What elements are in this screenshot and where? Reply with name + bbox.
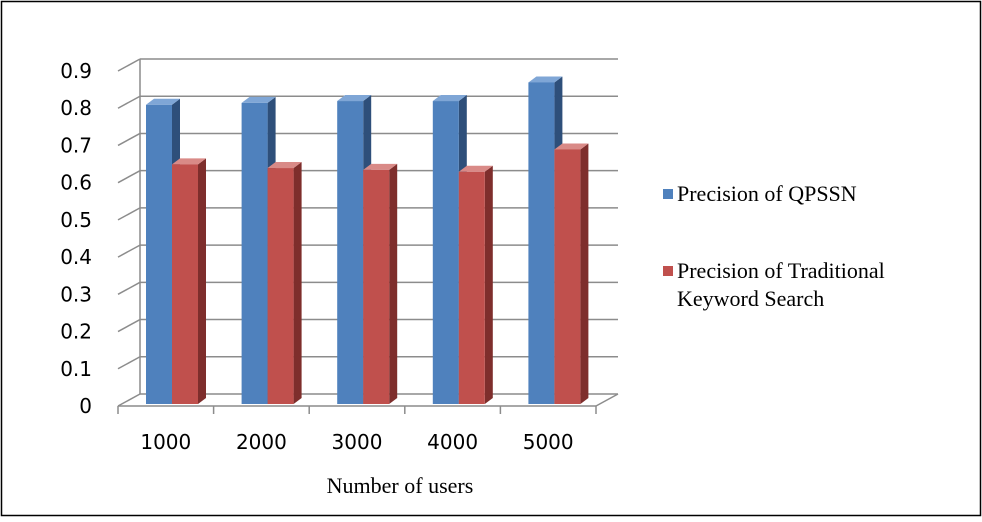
- gridline-side: [117, 207, 141, 221]
- bar-side: [389, 163, 398, 404]
- bar-keyword-search: [172, 158, 206, 404]
- bar-front: [432, 101, 459, 405]
- bar-side: [293, 162, 302, 404]
- bar-keyword-search: [363, 163, 398, 404]
- y-tick-label: 0.4: [60, 245, 92, 269]
- legend-swatch: [663, 266, 673, 276]
- bar-top: [337, 95, 372, 102]
- gridline-side: [117, 281, 141, 295]
- bar-front: [363, 169, 390, 404]
- floor-edge: [595, 393, 619, 407]
- legend: Precision of QPSSN Precision of Tradition…: [663, 181, 885, 311]
- bar-top: [267, 162, 302, 169]
- legend-label: Precision of Traditional Keyword Search: [677, 258, 885, 311]
- y-tick-label: 0.3: [60, 282, 92, 306]
- bar-keyword-search: [458, 165, 493, 404]
- bar-top: [363, 163, 398, 170]
- bar-front: [528, 82, 555, 404]
- x-tick-label: 3000: [332, 430, 383, 454]
- gridline-side: [117, 393, 141, 407]
- x-tick-label: 5000: [523, 430, 574, 454]
- x-axis-title: Number of users: [327, 473, 474, 498]
- gridline-side: [117, 244, 141, 258]
- bar-top: [241, 96, 276, 103]
- bars: [146, 76, 589, 405]
- bar-top: [146, 98, 180, 105]
- gridline-side: [117, 318, 141, 333]
- x-tick-label: 1000: [140, 430, 191, 454]
- y-tick-label: 0.6: [60, 171, 92, 195]
- legend-label: Precision of QPSSN: [677, 181, 857, 206]
- legend-swatch: [663, 189, 673, 199]
- bar-front: [337, 101, 364, 405]
- gridline-side: [117, 132, 141, 147]
- bar-top: [172, 158, 206, 165]
- x-tick-label: 4000: [427, 430, 478, 454]
- y-tick-label: 0.9: [60, 59, 92, 83]
- gridline-side: [117, 356, 141, 370]
- bar-side: [580, 143, 589, 404]
- bar-side: [484, 165, 493, 404]
- x-tick-label: 2000: [236, 430, 287, 454]
- y-tick-label: 0.5: [60, 208, 92, 232]
- bar-keyword-search: [554, 143, 589, 404]
- bar-top: [458, 165, 493, 172]
- y-tick-label: 0: [79, 394, 92, 418]
- bar-top: [528, 76, 563, 83]
- bar-side: [198, 158, 206, 404]
- gridline-side: [117, 95, 141, 109]
- y-tick-label: 0.1: [60, 357, 92, 381]
- bar-front: [267, 168, 294, 404]
- y-tick-label: 0.7: [60, 133, 92, 157]
- gridline-side: [117, 170, 141, 184]
- bar-keyword-search: [267, 162, 302, 404]
- bar-top: [432, 95, 467, 102]
- bar-front: [554, 149, 581, 404]
- bar-front: [146, 104, 172, 405]
- bar-top: [554, 143, 589, 150]
- bar-front: [241, 102, 268, 405]
- gridline-side: [117, 58, 141, 72]
- y-tick-label: 0.2: [60, 320, 92, 344]
- y-tick-label: 0.8: [60, 96, 92, 120]
- axes: 0 0.1 0.2 0.3 0.4 0.5 0.6 0.7 0.8 0.9 1000 2000 3000…: [60, 59, 619, 454]
- bar-front: [172, 164, 198, 404]
- bar-front: [458, 171, 485, 404]
